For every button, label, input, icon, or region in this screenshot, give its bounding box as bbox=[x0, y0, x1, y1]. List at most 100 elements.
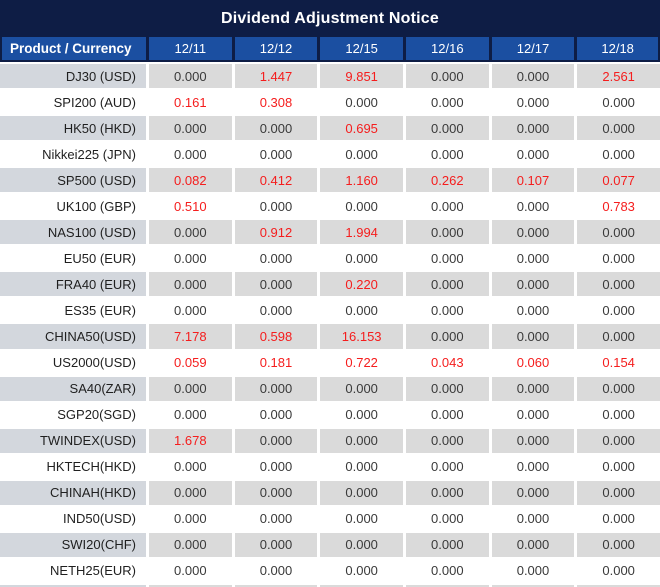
product-cell: UK100 (GBP) bbox=[0, 194, 146, 219]
value-cell: 16.153 bbox=[320, 324, 403, 349]
value-cell: 0.000 bbox=[577, 506, 660, 531]
table-row: CHINAH(HKD) 0.000 0.000 0.000 0.000 0.000 0.00… bbox=[0, 480, 660, 505]
column-header-date: 12/16 bbox=[405, 37, 489, 60]
product-cell: SP500 (USD) bbox=[0, 168, 146, 193]
product-cell: US2000(USD) bbox=[0, 350, 146, 375]
product-cell: SWI20(CHF) bbox=[0, 532, 146, 557]
value-cell: 0.000 bbox=[149, 64, 232, 89]
value-cell: 0.000 bbox=[577, 454, 660, 479]
value-cell: 0.000 bbox=[234, 428, 318, 453]
value-cell: 1.160 bbox=[320, 168, 403, 193]
value-cell: 0.000 bbox=[149, 506, 232, 531]
product-cell: CHINA50(USD) bbox=[0, 324, 146, 349]
table-row: CHINA50(USD) 7.178 0.598 16.153 0.000 0.000 0.… bbox=[0, 324, 660, 349]
value-cell: 0.000 bbox=[149, 298, 232, 323]
value-cell: 0.000 bbox=[577, 480, 660, 505]
value-cell: 0.000 bbox=[491, 454, 575, 479]
value-cell: 0.000 bbox=[320, 454, 403, 479]
value-cell: 0.059 bbox=[149, 350, 232, 375]
column-header-product-currency: Product / Currency bbox=[0, 37, 146, 60]
table-body: DJ30 (USD) 0.000 1.447 9.851 0.000 0.000 2.561… bbox=[0, 62, 660, 587]
value-cell: 0.000 bbox=[491, 298, 575, 323]
value-cell: 0.000 bbox=[577, 272, 660, 297]
value-cell: 0.000 bbox=[149, 272, 232, 297]
value-cell: 0.000 bbox=[577, 532, 660, 557]
value-cell: 0.000 bbox=[491, 116, 575, 141]
value-cell: 1.678 bbox=[149, 428, 232, 453]
product-cell: NETH25(EUR) bbox=[0, 558, 146, 583]
value-cell: 0.107 bbox=[491, 168, 575, 193]
value-cell: 0.181 bbox=[234, 350, 318, 375]
value-cell: 0.060 bbox=[491, 350, 575, 375]
table-row: Nikkei225 (JPN) 0.000 0.000 0.000 0.000 0.000… bbox=[0, 142, 660, 167]
value-cell: 0.000 bbox=[577, 90, 660, 115]
value-cell: 0.000 bbox=[234, 402, 318, 427]
column-header-date: 12/15 bbox=[320, 37, 403, 60]
value-cell: 2.561 bbox=[577, 64, 660, 89]
value-cell: 0.000 bbox=[405, 194, 489, 219]
value-cell bbox=[234, 584, 318, 587]
value-cell: 0.000 bbox=[405, 454, 489, 479]
value-cell: 0.000 bbox=[577, 142, 660, 167]
value-cell: 0.000 bbox=[491, 142, 575, 167]
table-row: SA40(ZAR) 0.000 0.000 0.000 0.000 0.000 0.000 bbox=[0, 376, 660, 401]
value-cell: 9.851 bbox=[320, 64, 403, 89]
value-cell: 0.000 bbox=[577, 376, 660, 401]
value-cell: 0.000 bbox=[491, 402, 575, 427]
table-row: ES35 (EUR) 0.000 0.000 0.000 0.000 0.000 0.000 bbox=[0, 298, 660, 323]
value-cell: 0.000 bbox=[320, 194, 403, 219]
column-header-date: 12/11 bbox=[149, 37, 232, 60]
table-row: DJ30 (USD) 0.000 1.447 9.851 0.000 0.000 2.561 bbox=[0, 64, 660, 89]
value-cell: 0.695 bbox=[320, 116, 403, 141]
value-cell: 0.000 bbox=[405, 402, 489, 427]
value-cell: 0.161 bbox=[149, 90, 232, 115]
value-cell bbox=[405, 584, 489, 587]
value-cell: 0.000 bbox=[405, 220, 489, 245]
value-cell: 0.000 bbox=[320, 298, 403, 323]
table-row: EU50 (EUR) 0.000 0.000 0.000 0.000 0.000 0.000 bbox=[0, 246, 660, 271]
product-cell: SA40(ZAR) bbox=[0, 376, 146, 401]
table-row: NETH25(EUR) 0.000 0.000 0.000 0.000 0.000 0.00… bbox=[0, 558, 660, 583]
value-cell: 0.000 bbox=[234, 194, 318, 219]
value-cell: 0.000 bbox=[320, 376, 403, 401]
product-cell: HK50 (HKD) bbox=[0, 116, 146, 141]
value-cell: 0.000 bbox=[577, 558, 660, 583]
value-cell: 0.000 bbox=[320, 480, 403, 505]
product-cell: ES35 (EUR) bbox=[0, 298, 146, 323]
value-cell: 0.000 bbox=[320, 532, 403, 557]
value-cell: 0.000 bbox=[234, 558, 318, 583]
value-cell: 0.000 bbox=[491, 64, 575, 89]
column-header-date: 12/18 bbox=[577, 37, 660, 60]
value-cell: 0.000 bbox=[491, 480, 575, 505]
value-cell: 0.154 bbox=[577, 350, 660, 375]
value-cell: 0.000 bbox=[234, 376, 318, 401]
value-cell: 0.000 bbox=[234, 298, 318, 323]
table-row: SP500 (USD) 0.082 0.412 1.160 0.262 0.107 0.07… bbox=[0, 168, 660, 193]
product-cell: FRA40 (EUR) bbox=[0, 272, 146, 297]
value-cell: 0.000 bbox=[234, 272, 318, 297]
product-cell: IND50(USD) bbox=[0, 506, 146, 531]
value-cell: 0.262 bbox=[405, 168, 489, 193]
value-cell: 0.000 bbox=[149, 480, 232, 505]
product-cell: TWINDEX(USD) bbox=[0, 428, 146, 453]
value-cell: 0.000 bbox=[234, 246, 318, 271]
value-cell: 0.308 bbox=[234, 90, 318, 115]
table-row: SPI200 (AUD) 0.161 0.308 0.000 0.000 0.000 0.0… bbox=[0, 90, 660, 115]
value-cell: 0.000 bbox=[491, 220, 575, 245]
value-cell: 0.000 bbox=[491, 428, 575, 453]
value-cell: 0.000 bbox=[405, 272, 489, 297]
value-cell: 0.000 bbox=[149, 376, 232, 401]
value-cell: 0.000 bbox=[320, 246, 403, 271]
value-cell: 0.000 bbox=[491, 324, 575, 349]
value-cell: 0.000 bbox=[320, 142, 403, 167]
value-cell: 0.000 bbox=[405, 324, 489, 349]
value-cell: 0.000 bbox=[577, 324, 660, 349]
value-cell: 0.000 bbox=[491, 506, 575, 531]
value-cell: 0.043 bbox=[405, 350, 489, 375]
value-cell bbox=[577, 584, 660, 587]
table-row: FRA40 (EUR) 0.000 0.000 0.220 0.000 0.000 0.00… bbox=[0, 272, 660, 297]
value-cell: 0.000 bbox=[491, 194, 575, 219]
table-row: TWINDEX(USD) 1.678 0.000 0.000 0.000 0.000 0.0… bbox=[0, 428, 660, 453]
value-cell: 0.000 bbox=[491, 558, 575, 583]
page-title: Dividend Adjustment Notice bbox=[0, 0, 660, 37]
